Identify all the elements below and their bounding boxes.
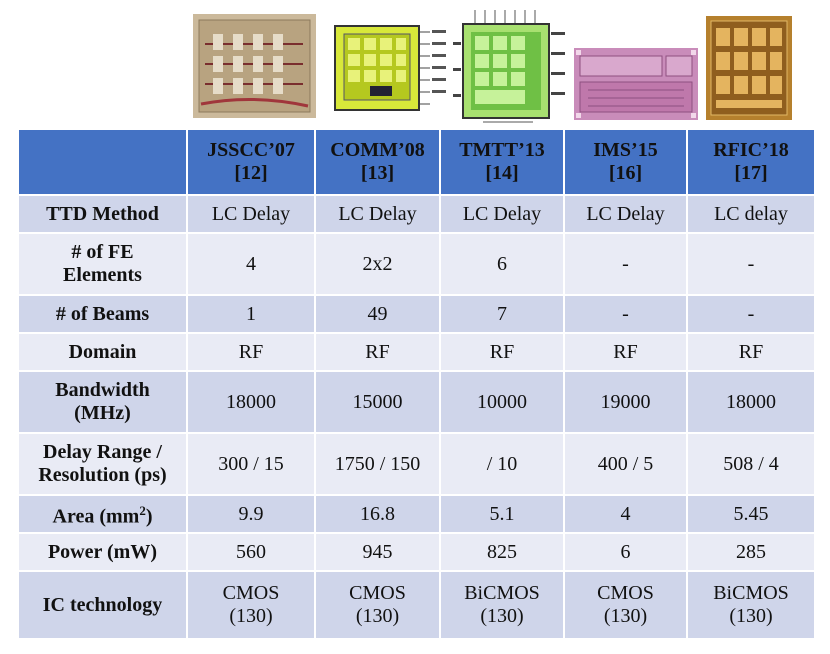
row-beams: # of Beams 1 49 7 - - [17,294,816,334]
row-label: TTD Method [17,194,188,234]
table-cell: 4 [186,232,316,296]
row-label: Bandwidth (MHz) [17,370,188,434]
header-comm08: COMM’08 [13] [314,128,441,196]
table-cell: 9.9 [186,494,316,534]
die-photo-tmtt13 [453,8,568,126]
row-power: Power (mW) 560 945 825 6 285 [17,532,816,572]
table-cell: 6 [563,532,688,572]
table-cell: LC Delay [439,194,565,234]
table-cell: 5.45 [686,494,816,534]
table-cell: LC Delay [186,194,316,234]
row-label: Delay Range / Resolution (ps) [17,432,188,496]
table-cell: / 10 [439,432,565,496]
table-cell: 7 [439,294,565,334]
header-row: JSSCC’07 [12] COMM’08 [13] TMTT’13 [14] IMS… [17,128,816,196]
comparison-table: JSSCC’07 [12] COMM’08 [13] TMTT’13 [14] IMS… [17,128,816,640]
row-ic-technology: IC technology CMOS (130) CMOS (130) BiCMOS… [17,570,816,640]
table-cell: BiCMOS (130) [686,570,816,640]
table-cell: 285 [686,532,816,572]
table-cell: CMOS (130) [314,570,441,640]
header-corner-cell [17,128,188,196]
table-cell: 18000 [186,370,316,434]
row-bandwidth: Bandwidth (MHz) 18000 15000 10000 19000 1… [17,370,816,434]
table-cell: LC Delay [563,194,688,234]
table-cell: 300 / 15 [186,432,316,496]
die-photo-rfic18 [706,16,792,120]
header-jsscc07: JSSCC’07 [12] [186,128,316,196]
header-tmtt13: TMTT’13 [14] [439,128,565,196]
die-photo-comm08 [330,18,450,122]
table-cell: RF [686,332,816,372]
table-cell: 508 / 4 [686,432,816,496]
table-cell: 2x2 [314,232,441,296]
table-cell: 5.1 [439,494,565,534]
table-cell: 400 / 5 [563,432,688,496]
table-cell: 10000 [439,370,565,434]
table-cell: - [686,232,816,296]
row-delay-range: Delay Range / Resolution (ps) 300 / 15 17… [17,432,816,496]
table-cell: LC delay [686,194,816,234]
row-area: Area (mm2) 9.9 16.8 5.1 4 5.45 [17,494,816,534]
table-cell: 1 [186,294,316,334]
header-ims15: IMS’15 [16] [563,128,688,196]
table-cell: 4 [563,494,688,534]
table-cell: 945 [314,532,441,572]
table-cell: - [686,294,816,334]
table-cell: 560 [186,532,316,572]
table-cell: RF [314,332,441,372]
table-cell: - [563,294,688,334]
row-label: # of Beams [17,294,188,334]
die-photo-strip [0,0,830,126]
table-cell: RF [186,332,316,372]
row-label: # of FE Elements [17,232,188,296]
table-cell: BiCMOS (130) [439,570,565,640]
table-cell: 15000 [314,370,441,434]
row-label: Domain [17,332,188,372]
table-cell: LC Delay [314,194,441,234]
table-cell: 825 [439,532,565,572]
table-cell: CMOS (130) [563,570,688,640]
header-rfic18: RFIC’18 [17] [686,128,816,196]
die-photo-jsscc07 [193,14,316,118]
row-label: IC technology [17,570,188,640]
row-ttd-method: TTD Method LC Delay LC Delay LC Delay LC… [17,194,816,234]
table-cell: 1750 / 150 [314,432,441,496]
row-domain: Domain RF RF RF RF RF [17,332,816,372]
table-cell: 6 [439,232,565,296]
table-cell: CMOS (130) [186,570,316,640]
table-cell: 49 [314,294,441,334]
row-label: Area (mm2) [17,494,188,534]
row-fe-elements: # of FE Elements 4 2x2 6 - - [17,232,816,296]
table-cell: - [563,232,688,296]
die-photo-ims15 [574,48,698,120]
table-cell: 18000 [686,370,816,434]
table-cell: RF [563,332,688,372]
table-cell: RF [439,332,565,372]
table-cell: 16.8 [314,494,441,534]
row-label: Power (mW) [17,532,188,572]
table-cell: 19000 [563,370,688,434]
